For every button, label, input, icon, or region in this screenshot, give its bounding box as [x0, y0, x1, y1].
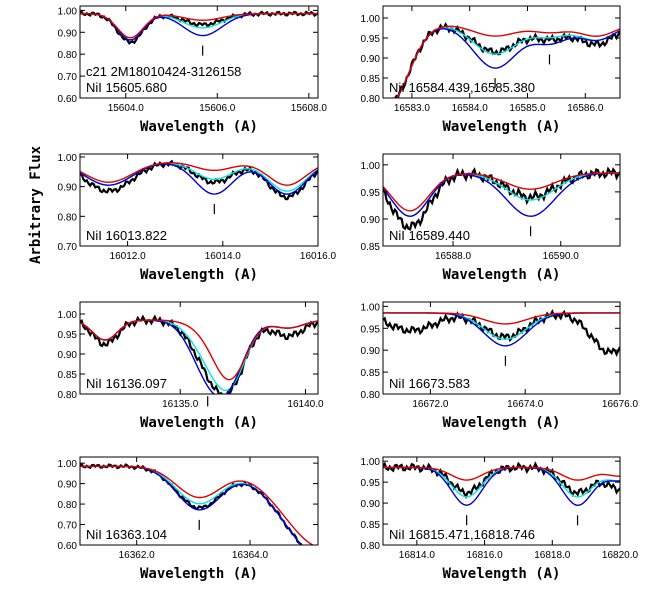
y-tick-label: 0.80: [361, 94, 381, 105]
panel-7: 16362.0 16364.0 0.60 0.70 0.80 0.90 1.00 NiI 16…: [58, 457, 318, 582]
y-tick-label: 0.90: [58, 350, 78, 361]
y-tick-label: 0.90: [361, 54, 381, 65]
y-tick-label: 0.80: [361, 541, 381, 552]
y-tick-label: 0.60: [58, 541, 78, 552]
y-tick-label: 1.00: [361, 302, 381, 313]
y-tick-label: 0.90: [361, 346, 381, 357]
x-tick-label: 16016.0: [300, 251, 337, 262]
y-tick-label: 0.80: [58, 212, 78, 223]
series-black-line: [383, 312, 620, 355]
y-tick-label: 0.80: [58, 390, 78, 401]
y-tick-label: 1.00: [58, 153, 78, 164]
x-tick-label: 16362.0: [119, 550, 156, 561]
x-axis-title: Wavelength (A): [140, 119, 258, 135]
panel-label: NiI 16673.583: [389, 376, 470, 391]
x-axis-title: Wavelength (A): [140, 267, 258, 283]
x-tick-label: 16818.0: [534, 550, 571, 561]
x-tick-label: 16014.0: [205, 251, 242, 262]
y-tick-label: 0.95: [361, 478, 381, 489]
x-tick-label: 16586.0: [567, 103, 604, 114]
y-tick-label: 0.85: [58, 370, 78, 381]
y-tick-label: 0.85: [361, 368, 381, 379]
y-tick-label: 1.00: [58, 459, 78, 470]
x-tick-label: 16012.0: [110, 251, 147, 262]
series-black-line: [80, 464, 318, 557]
x-tick-label: 16590.0: [543, 251, 580, 262]
panel-2: 16583.0 16584.0 16585.0 16586.0 0.80 0.85 0.90…: [361, 6, 620, 135]
panel-label: NiI 16584.439,16585.380: [389, 80, 535, 95]
y-tick-label: 0.90: [58, 183, 78, 194]
x-axis-title: Wavelength (A): [140, 415, 258, 431]
panel-label: NiI 16815.471,16818.746: [389, 527, 535, 542]
y-tick-label: 0.95: [361, 34, 381, 45]
y-tick-label: 0.60: [58, 94, 78, 105]
x-tick-label: 16814.0: [399, 550, 436, 561]
x-axis-title: Wavelength (A): [442, 119, 560, 135]
x-tick-label: 16588.0: [435, 251, 472, 262]
y-axis-title: Arbitrary Flux: [28, 145, 44, 264]
y-tick-label: 1.00: [361, 161, 381, 172]
y-tick-label: 0.90: [361, 499, 381, 510]
y-tick-label: 0.85: [361, 74, 381, 85]
y-tick-label: 0.90: [58, 28, 78, 39]
x-tick-label: 16140.0: [287, 399, 324, 410]
x-tick-label: 16674.0: [507, 399, 544, 410]
panel-3: 16012.0 16014.0 16016.0 0.70 0.80 0.90 1.00 NiI…: [58, 153, 337, 283]
x-tick-label: 16584.0: [452, 103, 489, 114]
x-axis-title: Wavelength (A): [442, 566, 560, 582]
x-tick-label: 16816.0: [466, 550, 503, 561]
series-blue-line: [383, 467, 620, 505]
x-axis-title: Wavelength (A): [442, 267, 560, 283]
y-tick-label: 0.70: [58, 72, 78, 83]
x-tick-label: 16364.0: [232, 550, 269, 561]
y-tick-label: 0.80: [361, 390, 381, 401]
panel-label: NiI 16589.440: [389, 228, 470, 243]
panel-4: 16588.0 16590.0 0.85 0.90 0.95 1.00 NiI 16589.…: [361, 154, 620, 283]
x-tick-label: 16676.0: [602, 399, 639, 410]
panel-8: 16814.0 16816.0 16818.0 16820.0 0.80 0.85 0.90…: [361, 457, 639, 582]
series-red-line: [383, 173, 620, 211]
y-tick-label: 0.95: [361, 188, 381, 199]
series-black-line: [383, 169, 620, 229]
panel-1: 15604.0 15606.0 15608.0 0.60 0.70 0.80 0.90 1.0…: [58, 6, 328, 135]
series-red-line: [383, 313, 620, 324]
x-axis-title: Wavelength (A): [442, 415, 560, 431]
y-tick-label: 0.85: [361, 520, 381, 531]
x-tick-label: 15608.0: [291, 103, 328, 114]
panel-label: NiI 15605.680: [86, 80, 167, 95]
y-tick-label: 1.00: [361, 14, 381, 25]
x-tick-label: 16820.0: [602, 550, 639, 561]
y-tick-label: 1.00: [361, 457, 381, 468]
panel-label: NiI 16363.104: [86, 527, 167, 542]
x-tick-label: 15606.0: [199, 103, 236, 114]
y-tick-label: 0.90: [361, 215, 381, 226]
series-red-line: [80, 14, 318, 38]
series-cyan-line: [80, 466, 318, 557]
y-tick-label: 1.00: [58, 310, 78, 321]
y-tick-label: 0.70: [58, 521, 78, 532]
y-tick-label: 0.90: [58, 480, 78, 491]
y-tick-label: 0.95: [361, 324, 381, 335]
x-tick-label: 16135.0: [162, 399, 199, 410]
x-axis-title: Wavelength (A): [140, 566, 258, 582]
panel-5: 16135.0 16140.0 0.80 0.85 0.90 0.95 1.00 NiI 16…: [58, 302, 324, 431]
panel-label: c21 2M18010424-3126158: [86, 64, 241, 79]
x-tick-label: 16585.0: [509, 103, 546, 114]
panels-group: 15604.0 15606.0 15608.0 0.60 0.70 0.80 0.90 1.0…: [58, 6, 639, 582]
y-tick-label: 0.80: [58, 500, 78, 511]
panel-label: NiI 16136.097: [86, 376, 167, 391]
panel-6: 16672.0 16674.0 16676.0 0.80 0.85 0.90 0.95 1.0…: [361, 302, 639, 431]
x-tick-label: 15604.0: [108, 103, 145, 114]
y-tick-label: 1.00: [58, 6, 78, 17]
y-tick-label: 0.85: [361, 242, 381, 253]
panel-label: NiI 16013.822: [86, 228, 167, 243]
y-tick-label: 0.80: [58, 50, 78, 61]
series-blue-line: [80, 466, 318, 557]
series-blue-line: [383, 173, 620, 216]
x-tick-label: 16672.0: [412, 399, 449, 410]
x-tick-label: 16583.0: [394, 103, 431, 114]
y-tick-label: 0.70: [58, 242, 78, 253]
y-tick-label: 0.95: [58, 330, 78, 341]
